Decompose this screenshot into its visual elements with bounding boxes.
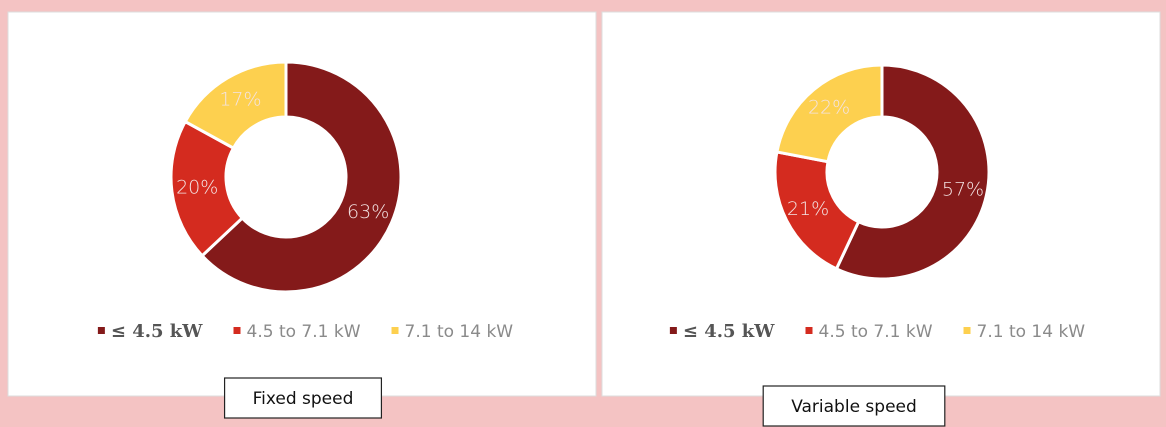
legend-label: 4.5 to 7.1 kW: [247, 322, 361, 342]
legend-marker: [963, 327, 971, 334]
donut-slice: [775, 63, 884, 164]
donut-slice: [834, 63, 991, 281]
donut-slice: [169, 119, 245, 258]
title-box: [223, 377, 383, 419]
title-box: [762, 385, 946, 427]
legend-label: ≤ 4.5 kW: [683, 321, 775, 342]
legend-marker: [805, 327, 813, 334]
legend-label: 4.5 to 7.1 kW: [819, 322, 933, 342]
donut-slice: [183, 60, 288, 151]
data-label: 22%: [808, 97, 850, 119]
legend-label: 7.1 to 14 kW: [405, 322, 514, 342]
chart-title: Variable speed: [791, 397, 917, 417]
legend-marker: [391, 327, 399, 334]
data-label: 20%: [176, 177, 218, 199]
donut-slice: [773, 150, 861, 271]
legend-marker: [97, 327, 105, 334]
legend-label: ≤ 4.5 kW: [111, 321, 203, 342]
chart-title: Fixed speed: [253, 389, 354, 409]
data-label: 17%: [219, 88, 261, 110]
data-label: 57%: [942, 179, 984, 201]
donut-slice: [200, 60, 403, 294]
legend-marker: [669, 327, 677, 334]
data-label: 21%: [787, 198, 829, 220]
legend-label: 7.1 to 14 kW: [977, 322, 1086, 342]
data-label: 63%: [347, 201, 389, 223]
legend-marker: [233, 327, 241, 334]
